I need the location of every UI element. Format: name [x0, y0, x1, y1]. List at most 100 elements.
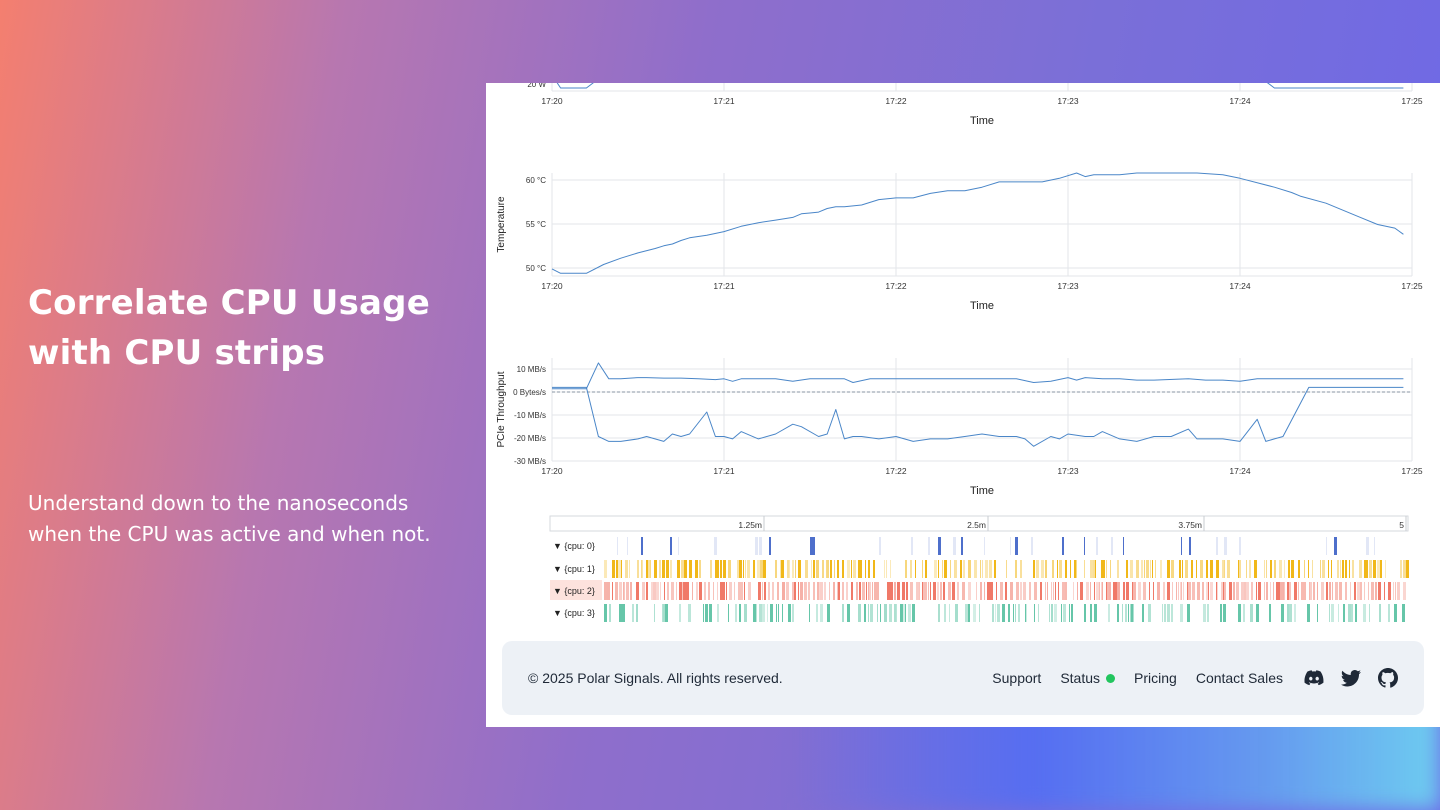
cpu-strip-segment	[667, 582, 669, 600]
cpu-strip-segment	[933, 582, 936, 600]
cpu-strip-segment	[842, 604, 844, 622]
cpu-strip-segment	[1310, 582, 1312, 600]
cpu-strip-segment	[1095, 560, 1096, 578]
line-chart-1: 17:20 17:21 17:22 17:23 17:24 17:25 20 W Time	[527, 83, 1423, 127]
cpu-strip-segment	[1309, 582, 1310, 600]
cpu-strip-segment	[798, 560, 801, 578]
cpu-strip-segment	[1355, 604, 1357, 622]
github-icon[interactable]	[1378, 668, 1398, 688]
contact-sales-link[interactable]: Contact Sales	[1195, 670, 1283, 686]
cpu-strip-segment	[812, 537, 815, 555]
cpu-strip-segment	[953, 537, 956, 555]
cpu-strip-segment	[1117, 604, 1119, 622]
cpu-strip-segment	[778, 604, 779, 622]
cpu-strip-segment	[830, 560, 832, 578]
cpu-strip-segment	[682, 582, 683, 600]
x-tick-label: 17:21	[713, 281, 735, 291]
cpu-strip-segment	[884, 560, 885, 578]
cpu-strip-segment	[1126, 560, 1128, 578]
strip-ruler-label: 3.75m	[1178, 520, 1202, 530]
cpu-strip-segment	[650, 560, 651, 578]
cpu-strip-segment	[1054, 604, 1057, 622]
cpu-strip-segment	[868, 604, 869, 622]
cpu-strip-segment	[1071, 604, 1073, 622]
cpu-strip-segment	[782, 604, 783, 622]
cpu-strip-segment	[1222, 560, 1224, 578]
x-tick-label: 17:20	[541, 281, 563, 291]
cpu-strip-segment	[1384, 582, 1385, 600]
cpu-strip-segment	[792, 604, 794, 622]
cpu-strip-segment	[1000, 582, 1003, 600]
cpu-strip-segment	[1239, 537, 1241, 555]
cpu-strip-segment	[886, 560, 887, 578]
cpu-strip-segment	[954, 560, 955, 578]
cpu-strip-segment	[1321, 582, 1324, 600]
cpu-strip-segment	[604, 560, 607, 578]
cpu-strip-segment	[1375, 582, 1377, 600]
discord-icon[interactable]	[1304, 670, 1324, 686]
cpu-strip-segment	[1197, 582, 1200, 600]
x-tick-label: 17:23	[1057, 281, 1079, 291]
cpu-strip-segment	[934, 560, 937, 578]
cpu-strip-segment	[1206, 560, 1208, 578]
cpu-strip-segment	[1207, 604, 1209, 622]
cpu-strip-segment	[1123, 582, 1125, 600]
cpu-strip-segment	[1250, 604, 1253, 622]
cpu-strip-segment	[1148, 604, 1151, 622]
cpu-strip-segment	[666, 560, 669, 578]
cpu-strip-segment	[890, 582, 893, 600]
cpu-strip-segment	[979, 604, 980, 622]
cpu-strip-segment	[1369, 604, 1370, 622]
cpu-strip-segment	[1138, 582, 1141, 600]
x-tick-label: 17:25	[1401, 96, 1423, 106]
cpu-strip-segment	[762, 604, 765, 622]
cpu-strip-segment	[851, 582, 853, 600]
cpu-strip-segment	[1351, 604, 1353, 622]
cpu-strip-segment	[1150, 560, 1151, 578]
cpu-strip-segment	[699, 582, 702, 600]
support-link[interactable]: Support	[992, 670, 1042, 686]
cpu-strip-segment	[1187, 604, 1190, 622]
cpu-strip-segment	[1171, 560, 1174, 578]
cpu-strip-segment	[1015, 537, 1018, 555]
cpu-strip-segment	[1246, 582, 1249, 600]
cpu-strip-segment	[824, 582, 826, 600]
cpu-strip-segment	[1157, 582, 1160, 600]
cpu-strip-segment	[1395, 582, 1396, 600]
cpu-strip-segment	[619, 582, 622, 600]
y-tick-label: 55 °C	[526, 220, 546, 229]
cpu-strip-segment	[858, 560, 860, 578]
cpu-strip-segment	[847, 560, 850, 578]
twitter-icon[interactable]	[1341, 669, 1361, 687]
cpu-strip-segment	[729, 582, 732, 600]
cpu-strip-segment	[1179, 560, 1181, 578]
cpu-strip-segment	[734, 582, 735, 600]
x-tick-label: 17:24	[1229, 96, 1251, 106]
cpu-strip-segment	[944, 560, 947, 578]
cpu-strip-segment	[1167, 604, 1170, 622]
cpu-strip-segment	[922, 582, 923, 600]
cpu-strip-segment	[1278, 582, 1280, 600]
cpu-strip-segment	[915, 560, 916, 578]
cpu-strip-segment	[1125, 604, 1127, 622]
y-tick-label: -20 MB/s	[514, 434, 546, 443]
cpu-strip-segment	[670, 560, 672, 578]
cpu-strip-segment	[1002, 604, 1005, 622]
cpu-strip-segment	[792, 582, 794, 600]
cpu-strip-segment	[1180, 582, 1181, 600]
status-link[interactable]: Status	[1060, 670, 1116, 686]
cpu-strip-segment	[1378, 582, 1381, 600]
cpu-strip-segment	[1094, 604, 1097, 622]
cpu-strip-segment	[984, 537, 985, 555]
strip-ruler-label: 2.5m	[967, 520, 986, 530]
cpu-strip-segment	[938, 604, 940, 622]
pricing-link[interactable]: Pricing	[1134, 670, 1177, 686]
cpu-strip-segment	[629, 560, 630, 578]
cpu-strip-segment	[1298, 560, 1300, 578]
cpu-strip-segment	[1084, 604, 1086, 622]
cpu-strip-segment	[1276, 582, 1278, 600]
cpu-strip-segment	[623, 604, 625, 622]
cpu-strip-segment	[1038, 604, 1039, 622]
cpu-strip-segment	[1350, 582, 1351, 600]
cpu-strip-segment	[1164, 604, 1166, 622]
